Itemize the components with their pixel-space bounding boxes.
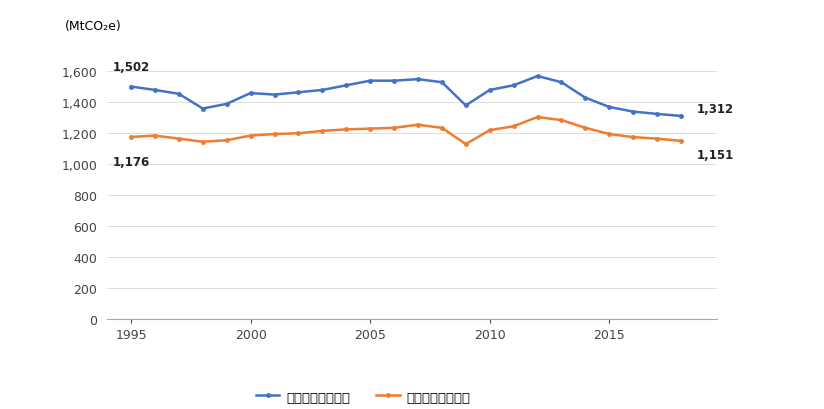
- Text: (MtCO₂e): (MtCO₂e): [64, 20, 121, 33]
- 消費ベース排出量: [413, 77, 423, 82]
- 生産ベース排出量: [126, 135, 136, 140]
- 生産ベース排出量: [293, 131, 303, 136]
- Line: 生産ベース排出量: 生産ベース排出量: [129, 116, 683, 146]
- 生産ベース排出量: [532, 115, 542, 120]
- 生産ベース排出量: [508, 124, 518, 129]
- 消費ベース排出量: [150, 88, 160, 93]
- 消費ベース排出量: [198, 107, 208, 112]
- 消費ベース排出量: [485, 88, 494, 93]
- 生産ベース排出量: [628, 135, 638, 140]
- 生産ベース排出量: [341, 128, 351, 133]
- 生産ベース排出量: [604, 132, 614, 137]
- 消費ベース排出量: [389, 79, 399, 84]
- Legend: 消費ベース排出量, 生産ベース排出量: 消費ベース排出量, 生産ベース排出量: [250, 385, 476, 409]
- 消費ベース排出量: [604, 105, 614, 110]
- 消費ベース排出量: [341, 84, 351, 89]
- Text: 1,502: 1,502: [112, 61, 150, 74]
- 消費ベース排出量: [556, 81, 566, 85]
- 生産ベース排出量: [317, 129, 327, 134]
- 生産ベース排出量: [461, 142, 471, 147]
- 消費ベース排出量: [628, 110, 638, 115]
- 生産ベース排出量: [437, 126, 447, 131]
- 消費ベース排出量: [269, 93, 279, 98]
- 生産ベース排出量: [246, 134, 255, 139]
- 生産ベース排出量: [365, 127, 375, 132]
- 消費ベース排出量: [437, 81, 447, 85]
- 消費ベース排出量: [222, 102, 232, 107]
- 生産ベース排出量: [556, 118, 566, 123]
- Text: 1,151: 1,151: [697, 149, 734, 162]
- 消費ベース排出量: [461, 104, 471, 109]
- Line: 消費ベース排出量: 消費ベース排出量: [129, 75, 683, 118]
- 消費ベース排出量: [126, 85, 136, 90]
- 消費ベース排出量: [580, 96, 590, 101]
- 消費ベース排出量: [317, 88, 327, 93]
- 生産ベース排出量: [389, 126, 399, 131]
- 消費ベース排出量: [246, 91, 255, 96]
- 生産ベース排出量: [413, 123, 423, 128]
- 消費ベース排出量: [508, 84, 518, 89]
- 消費ベース排出量: [532, 74, 542, 79]
- 生産ベース排出量: [580, 126, 590, 131]
- 生産ベース排出量: [222, 138, 232, 143]
- Text: 1,312: 1,312: [697, 103, 734, 116]
- 生産ベース排出量: [198, 140, 208, 145]
- 生産ベース排出量: [652, 137, 662, 142]
- 消費ベース排出量: [174, 92, 184, 97]
- 消費ベース排出量: [652, 112, 662, 117]
- 生産ベース排出量: [174, 137, 184, 142]
- 消費ベース排出量: [676, 114, 686, 119]
- Text: 1,176: 1,176: [112, 156, 150, 169]
- 消費ベース排出量: [365, 79, 375, 84]
- 生産ベース排出量: [269, 132, 279, 137]
- 生産ベース排出量: [150, 134, 160, 139]
- 生産ベース排出量: [485, 128, 494, 133]
- 生産ベース排出量: [676, 139, 686, 144]
- 消費ベース排出量: [293, 90, 303, 95]
